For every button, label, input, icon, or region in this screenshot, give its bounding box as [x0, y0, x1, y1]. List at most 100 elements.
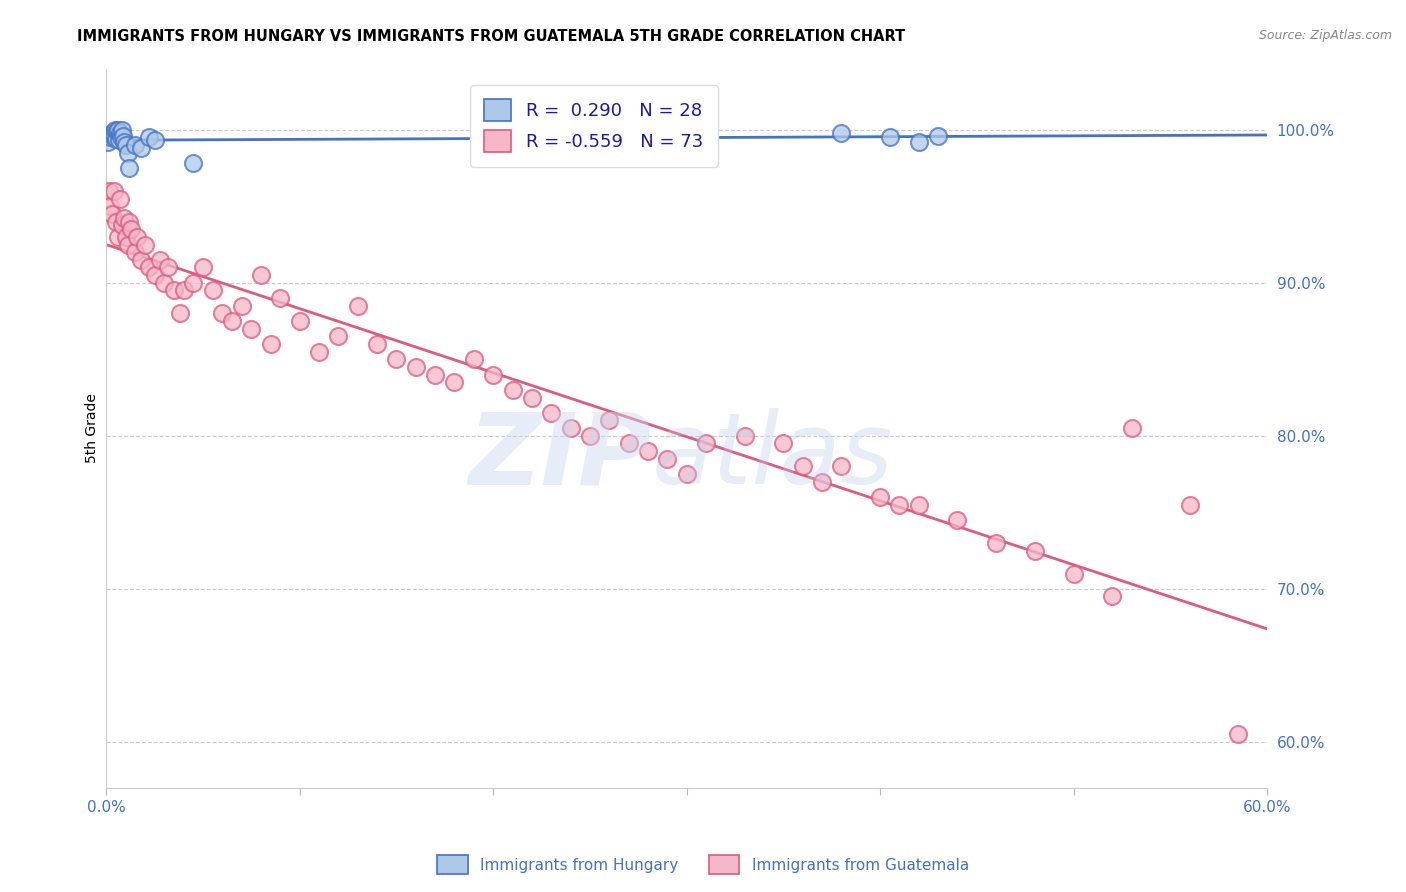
- Point: [830, 459, 852, 474]
- Point: [157, 260, 180, 275]
- Point: [101, 207, 124, 221]
- Point: [191, 260, 214, 275]
- Point: [772, 436, 794, 450]
- Text: Source: ZipAtlas.com: Source: ZipAtlas.com: [1258, 29, 1392, 42]
- Point: [366, 337, 388, 351]
- Point: [124, 245, 146, 260]
- Point: [502, 383, 524, 397]
- Point: [1121, 421, 1143, 435]
- Point: [675, 467, 697, 481]
- Point: [108, 126, 131, 140]
- Point: [579, 122, 602, 136]
- Point: [830, 126, 852, 140]
- Point: [657, 451, 679, 466]
- Point: [108, 192, 131, 206]
- Point: [598, 413, 620, 427]
- Point: [211, 306, 233, 320]
- Point: [111, 122, 134, 136]
- Point: [111, 218, 134, 232]
- Point: [107, 122, 129, 136]
- Point: [1178, 498, 1201, 512]
- Point: [405, 359, 427, 374]
- Point: [153, 276, 176, 290]
- Point: [112, 211, 135, 226]
- Point: [138, 260, 160, 275]
- Point: [107, 230, 129, 244]
- Point: [124, 138, 146, 153]
- Point: [221, 314, 243, 328]
- Point: [138, 130, 160, 145]
- Point: [120, 222, 142, 236]
- Point: [482, 368, 505, 382]
- Point: [105, 124, 128, 138]
- Point: [117, 145, 139, 160]
- Point: [385, 352, 408, 367]
- Point: [288, 314, 311, 328]
- Text: ZIP: ZIP: [468, 409, 652, 506]
- Point: [250, 268, 273, 282]
- Point: [181, 156, 204, 170]
- Point: [1101, 590, 1123, 604]
- Point: [308, 344, 330, 359]
- Point: [149, 252, 172, 267]
- Point: [869, 490, 891, 504]
- Point: [101, 128, 124, 143]
- Point: [129, 141, 152, 155]
- Point: [328, 329, 350, 343]
- Point: [101, 126, 124, 140]
- Point: [117, 237, 139, 252]
- Point: [269, 291, 291, 305]
- Point: [231, 299, 253, 313]
- Point: [111, 128, 134, 143]
- Point: [695, 436, 717, 450]
- Point: [1063, 566, 1085, 581]
- Point: [1024, 543, 1046, 558]
- Point: [907, 135, 929, 149]
- Point: [463, 352, 485, 367]
- Point: [540, 406, 562, 420]
- Point: [811, 475, 834, 489]
- Point: [143, 133, 166, 147]
- Point: [637, 444, 659, 458]
- Point: [443, 376, 465, 390]
- Point: [579, 429, 602, 443]
- Point: [98, 199, 121, 213]
- Point: [201, 284, 224, 298]
- Point: [98, 184, 121, 198]
- Point: [118, 161, 141, 175]
- Point: [346, 299, 368, 313]
- Point: [127, 230, 149, 244]
- Point: [734, 429, 756, 443]
- Point: [108, 133, 131, 147]
- Point: [879, 130, 901, 145]
- Point: [104, 132, 127, 146]
- Point: [110, 130, 132, 145]
- Point: [889, 498, 911, 512]
- Point: [520, 391, 543, 405]
- Point: [103, 128, 125, 142]
- Legend: R =  0.290   N = 28, R = -0.559   N = 73: R = 0.290 N = 28, R = -0.559 N = 73: [470, 85, 717, 167]
- Point: [617, 436, 640, 450]
- Point: [260, 337, 283, 351]
- Point: [112, 135, 135, 149]
- Point: [114, 230, 136, 244]
- Point: [169, 306, 191, 320]
- Point: [163, 284, 186, 298]
- Point: [103, 184, 125, 198]
- Y-axis label: 5th Grade: 5th Grade: [86, 393, 100, 463]
- Point: [986, 536, 1008, 550]
- Point: [423, 368, 446, 382]
- Point: [181, 276, 204, 290]
- Point: [560, 421, 582, 435]
- Legend: Immigrants from Hungary, Immigrants from Guatemala: Immigrants from Hungary, Immigrants from…: [432, 849, 974, 880]
- Point: [114, 138, 136, 153]
- Point: [118, 214, 141, 228]
- Point: [927, 128, 949, 143]
- Point: [173, 284, 195, 298]
- Point: [129, 252, 152, 267]
- Point: [1227, 727, 1250, 741]
- Text: atlas: atlas: [652, 409, 893, 506]
- Point: [143, 268, 166, 282]
- Point: [792, 459, 814, 474]
- Point: [907, 498, 929, 512]
